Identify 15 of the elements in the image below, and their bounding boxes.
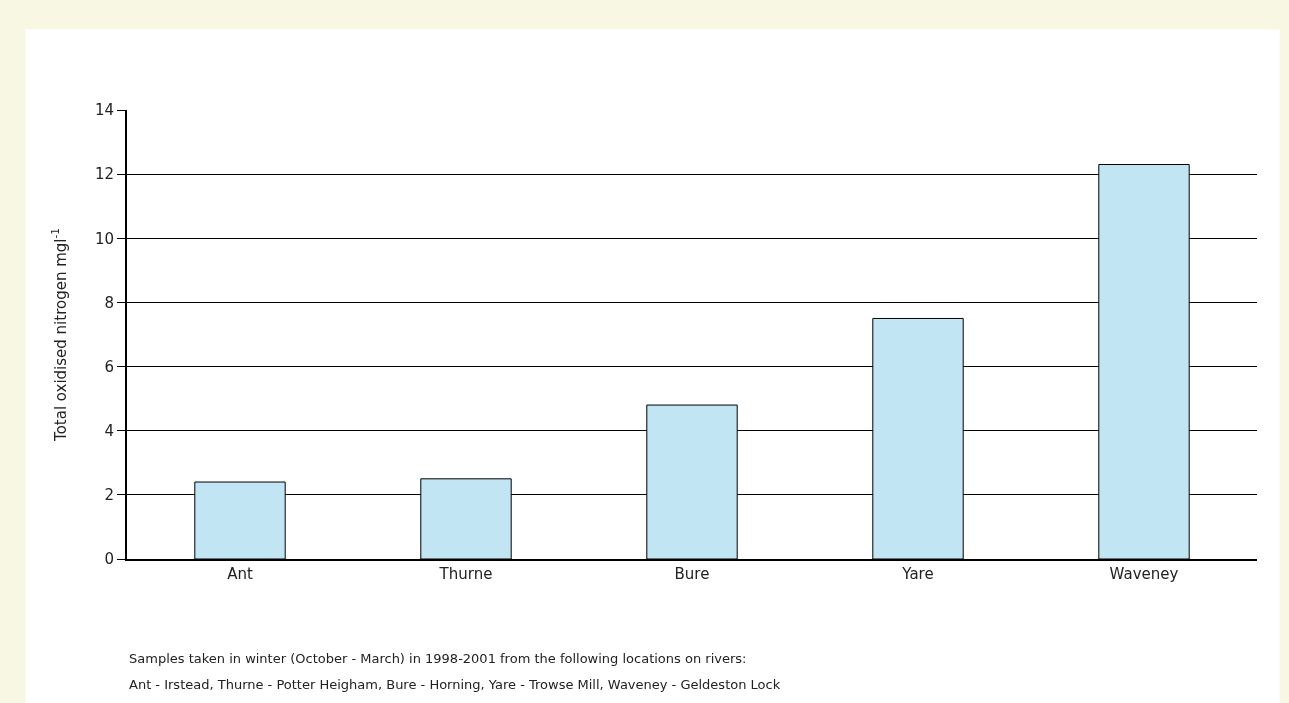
x-tick-label: Ant bbox=[227, 565, 253, 583]
x-tick-label: Bure bbox=[674, 565, 710, 583]
y-tick-label: 0 bbox=[104, 550, 114, 569]
x-tick-label: Yare bbox=[901, 565, 934, 583]
text: Samples taken in winter (October - March) in 1998-2001 from the following locations on rivers: bbox=[129, 651, 747, 666]
y-tick-label: 14 bbox=[94, 101, 114, 120]
y-tick-label: 10 bbox=[94, 229, 114, 248]
y-tick-label: 2 bbox=[104, 486, 114, 505]
y-tick-label: 12 bbox=[94, 165, 114, 184]
y-tick-label: 6 bbox=[104, 357, 114, 376]
y-tick-label: 4 bbox=[104, 421, 114, 440]
y-tick-label: 8 bbox=[104, 293, 114, 312]
x-tick-label: Waveney bbox=[1109, 565, 1179, 583]
x-tick-label: Thurne bbox=[438, 565, 493, 583]
text: Ant - Irstead, Thurne - Potter Heigham, Bure - Horning, Yare - Trowse Mill, Waveney - Geldeston Lock bbox=[129, 677, 781, 692]
